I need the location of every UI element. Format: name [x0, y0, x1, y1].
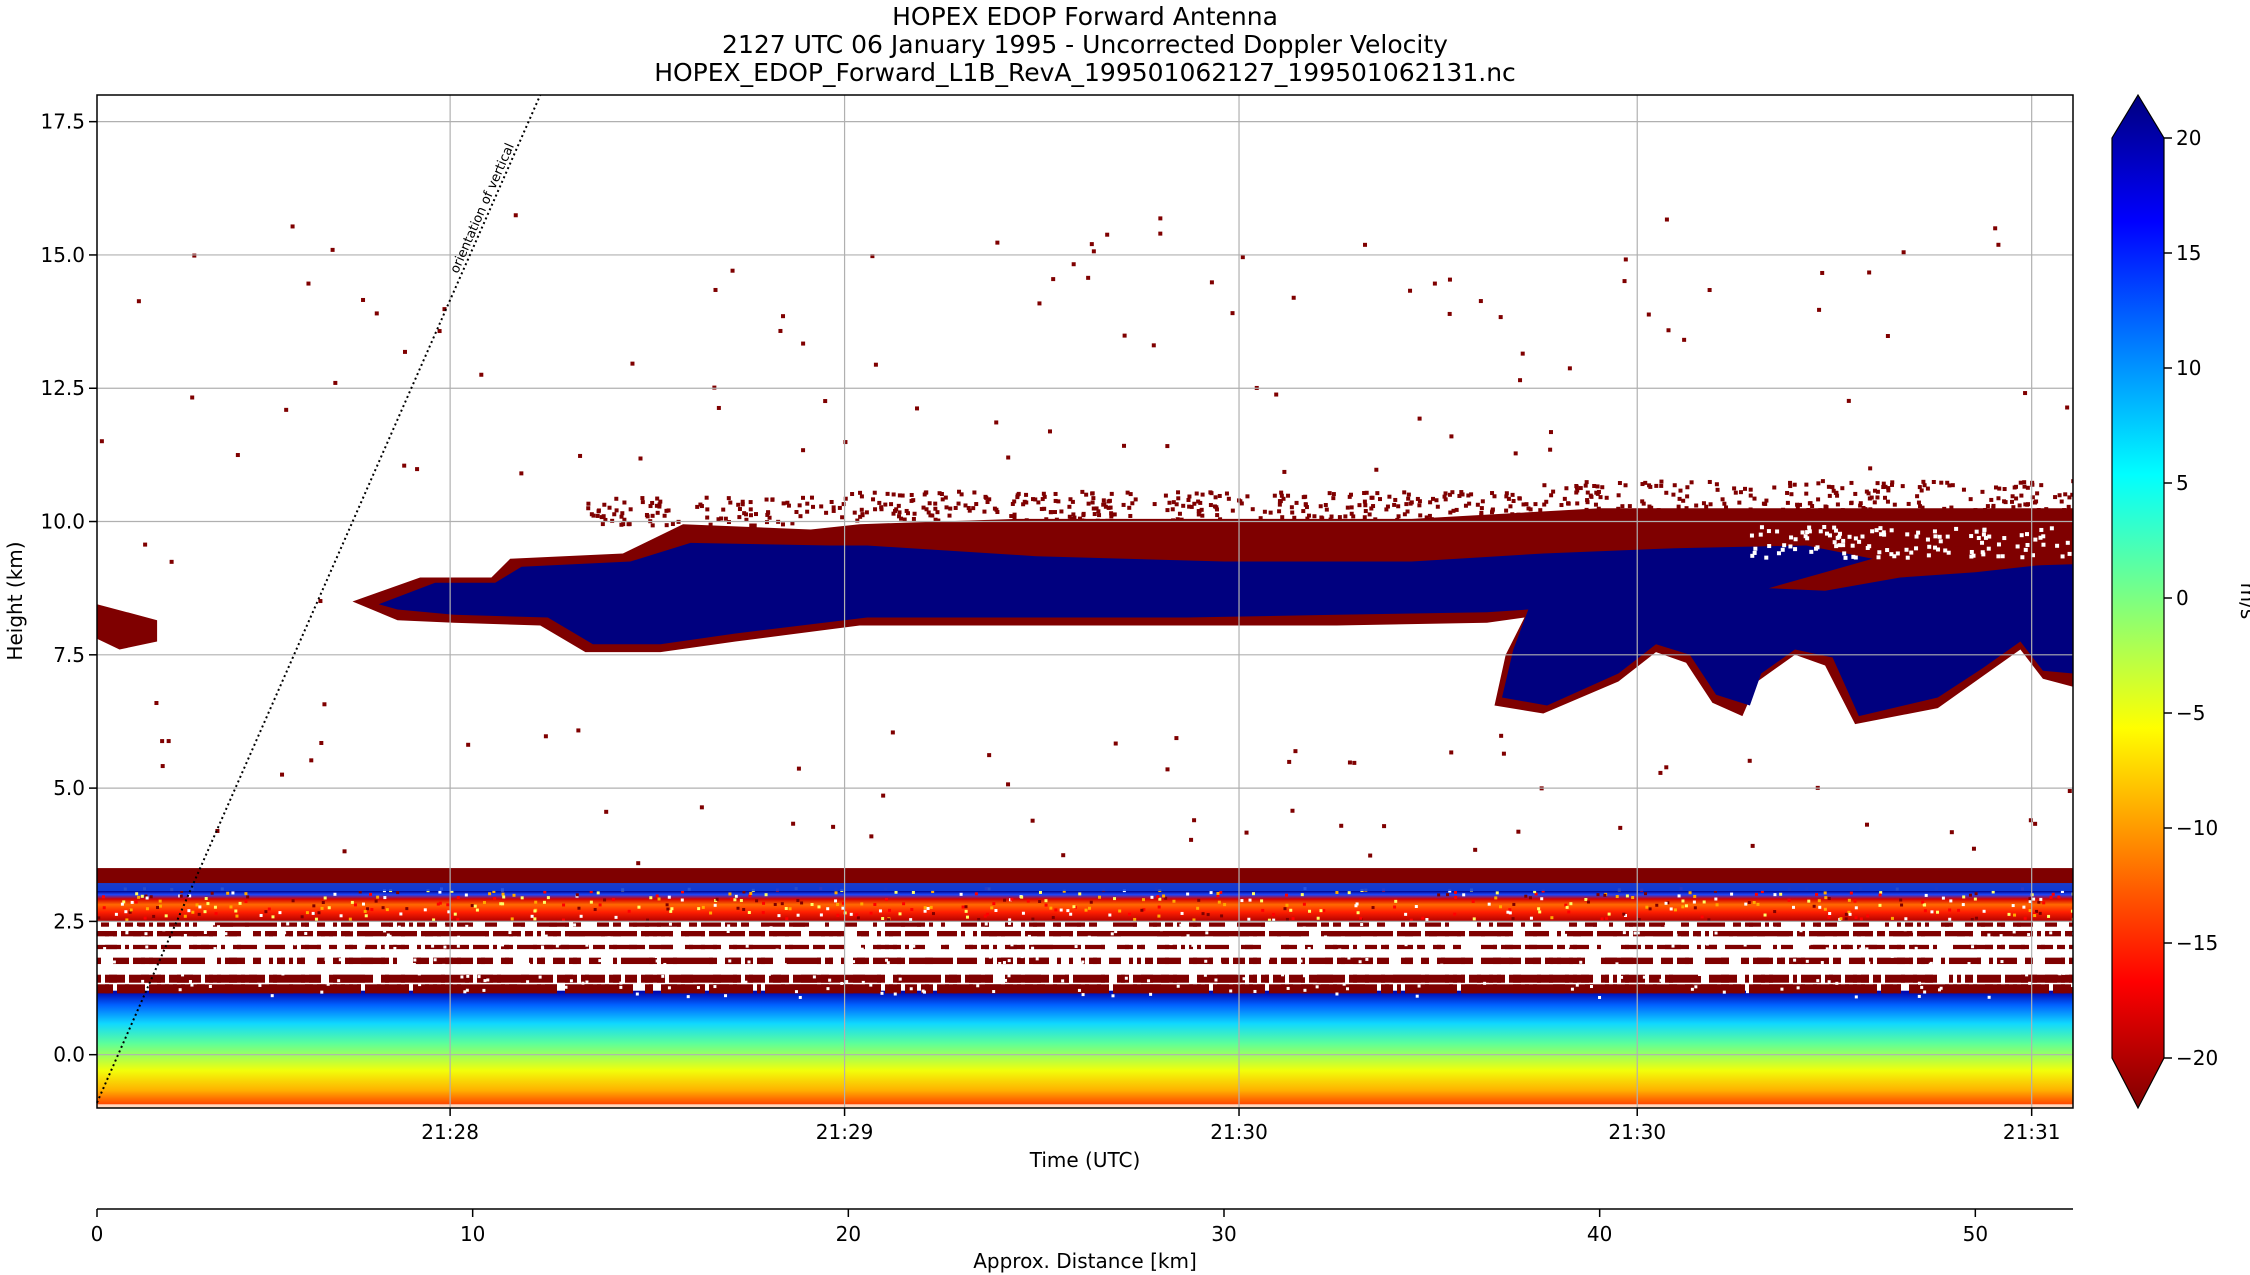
colorbar-tick-label-1: 15 — [2176, 241, 2201, 265]
colorbar-tick-label-6: −10 — [2176, 816, 2218, 840]
y-axis-label: Height (km) — [3, 541, 27, 660]
echo-band-0 — [97, 984, 2073, 994]
colorbar-label: m/s — [2236, 583, 2250, 620]
distance-axis: 0 10 20 30 40 50 — [91, 1208, 2073, 1246]
cloud-core — [378, 542, 2073, 717]
colorbar: 20 15 10 5 0 −5 −10 −15 −20 m/s — [2111, 93, 2250, 1110]
distance-tick-label-1: 10 — [460, 1222, 485, 1246]
echo-band-1 — [97, 974, 2073, 983]
x-tick-label-3: 21:30 — [1608, 1120, 1666, 1144]
colorbar-body — [2111, 93, 2165, 1110]
x-tick-label-2: 21:30 — [1210, 1120, 1268, 1144]
surface-echo-edge — [97, 1104, 2073, 1108]
colorbar-ticks: 20 15 10 5 0 −5 −10 −15 −20 — [2164, 126, 2218, 1070]
cloud-fragment — [97, 604, 158, 650]
y-tick-label-5: 12.5 — [40, 376, 85, 400]
distance-tick-label-4: 40 — [1587, 1222, 1612, 1246]
x-tick-label-4: 21:31 — [2003, 1120, 2061, 1144]
distance-axis-label: Approx. Distance [km] — [973, 1249, 1197, 1273]
colorbar-tick-label-0: 20 — [2176, 126, 2201, 150]
chart-title-line-1: HOPEX EDOP Forward Antenna — [892, 2, 1278, 31]
x-tick-label-1: 21:29 — [816, 1120, 874, 1144]
colorbar-tick-label-2: 10 — [2176, 356, 2201, 380]
plot-frame — [96, 94, 2074, 1109]
distance-tick-label-3: 30 — [1211, 1222, 1236, 1246]
cloud-inner-band — [1768, 537, 2073, 591]
chart-title-line-2: 2127 UTC 06 January 1995 - Uncorrected D… — [722, 30, 1448, 59]
melting-layer — [97, 868, 2073, 892]
melting-layer-band — [97, 868, 2073, 885]
distance-tick-label-2: 20 — [836, 1222, 861, 1246]
distance-tick-label-5: 50 — [1963, 1222, 1988, 1246]
cloud-layer — [97, 479, 2073, 725]
y-tick-label-3: 7.5 — [53, 643, 85, 667]
annotation-text: orientation of vertical — [448, 141, 518, 276]
colorbar-tick-label-4: 0 — [2176, 586, 2189, 610]
x-axis-label: Time (UTC) — [1029, 1148, 1141, 1172]
distance-tick-label-0: 0 — [91, 1222, 104, 1246]
y-tick-label-4: 10.0 — [40, 510, 85, 534]
chart-title-line-3: HOPEX_EDOP_Forward_L1B_RevA_199501062127… — [654, 58, 1516, 87]
x-time-axis-ticks: 21:28 21:29 21:30 21:30 21:31 — [421, 1108, 2060, 1144]
radar-image — [97, 213, 2073, 1108]
y-tick-label-1: 2.5 — [53, 909, 85, 933]
colorbar-tick-label-8: −20 — [2176, 1046, 2218, 1070]
grid — [97, 95, 2073, 1108]
vertical-orientation-line — [96, 94, 542, 1104]
colorbar-tick-label-7: −15 — [2176, 931, 2218, 955]
y-tick-label-0: 0.0 — [53, 1043, 85, 1067]
x-tick-label-0: 21:28 — [421, 1120, 479, 1144]
surface-echo-band — [97, 990, 2073, 1108]
echo-band-2 — [97, 957, 2073, 965]
y-tick-label-6: 15.0 — [40, 243, 85, 267]
y-axis-ticks: 0.0 2.5 5.0 7.5 10.0 12.5 15.0 17.5 — [40, 110, 97, 1067]
colorbar-tick-label-5: −5 — [2176, 701, 2205, 725]
colorbar-tick-label-3: 5 — [2176, 471, 2189, 495]
echo-band-3 — [97, 944, 2073, 950]
lower-echo-bands — [97, 884, 2073, 999]
y-tick-label-2: 5.0 — [53, 776, 85, 800]
y-tick-label-7: 17.5 — [40, 110, 85, 134]
echo-band-5 — [101, 922, 2073, 927]
echo-band-4 — [97, 930, 2073, 937]
surface-echo — [97, 990, 2073, 1108]
